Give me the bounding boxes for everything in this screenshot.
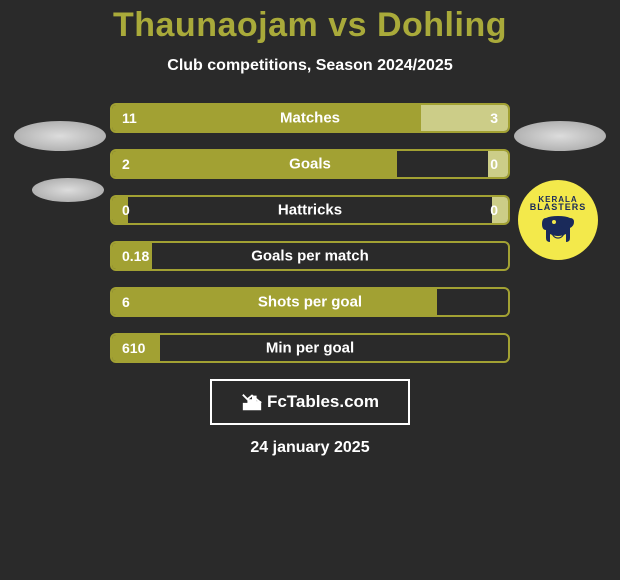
- stat-label: Shots per goal: [258, 294, 362, 311]
- page-title: Thaunaojam vs Dohling: [0, 0, 620, 45]
- stat-label: Min per goal: [266, 340, 354, 357]
- bar-left: [112, 151, 397, 177]
- stat-row: 11 3 Matches: [110, 103, 510, 133]
- stat-value-right: 0: [490, 156, 498, 172]
- branding-box: FcTables.com: [210, 379, 410, 425]
- stat-row: 0 0 Hattricks: [110, 195, 510, 225]
- stat-row: 610 Min per goal: [110, 333, 510, 363]
- stat-value-left: 610: [122, 340, 145, 356]
- player2-badge-placeholder: [514, 121, 606, 151]
- date-label: 24 january 2025: [0, 439, 620, 457]
- stat-label: Matches: [280, 110, 340, 127]
- stat-label: Goals: [289, 156, 331, 173]
- stat-row: 0.18 Goals per match: [110, 241, 510, 271]
- stat-value-left: 6: [122, 294, 130, 310]
- stat-value-left: 11: [122, 110, 137, 126]
- subtitle: Club competitions, Season 2024/2025: [0, 57, 620, 75]
- player1-name: Thaunaojam: [113, 6, 318, 44]
- stat-value-right: 0: [490, 202, 498, 218]
- branding-label: FcTables.com: [267, 392, 379, 412]
- player1-badge-placeholder-2: [32, 178, 104, 202]
- stat-row: 2 0 Goals: [110, 149, 510, 179]
- elephant-icon: [538, 214, 578, 246]
- player2-name: Dohling: [377, 6, 507, 44]
- player1-badge-placeholder-1: [14, 121, 106, 151]
- club-logo: KERALA BLASTERS: [518, 180, 598, 260]
- chart-icon: [241, 391, 263, 413]
- club-logo-text-bottom: BLASTERS: [530, 202, 587, 212]
- stat-row: 6 Shots per goal: [110, 287, 510, 317]
- stat-value-left: 2: [122, 156, 130, 172]
- stat-label: Hattricks: [278, 202, 342, 219]
- stat-value-left: 0.18: [122, 248, 149, 264]
- bar-left: [112, 105, 421, 131]
- vs-text: vs: [328, 6, 367, 44]
- stat-label: Goals per match: [251, 248, 369, 265]
- stat-value-right: 3: [490, 110, 498, 126]
- comparison-chart: 11 3 Matches 2 0 Goals 0 0 Hattricks 0.18 Goals pe…: [110, 103, 510, 363]
- stat-value-left: 0: [122, 202, 130, 218]
